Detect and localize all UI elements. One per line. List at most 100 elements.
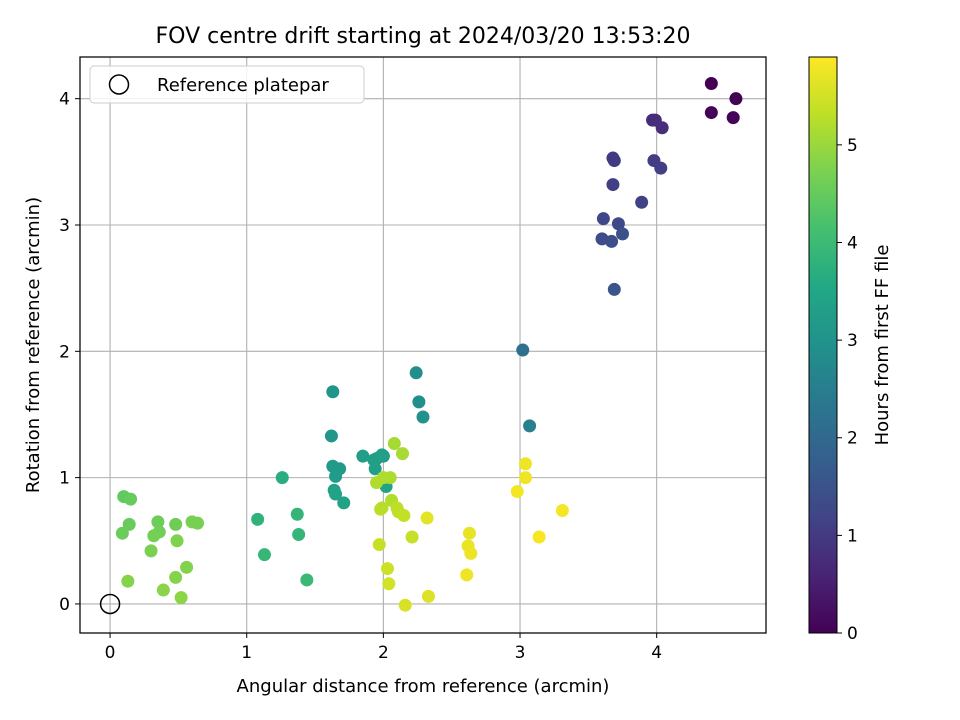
data-points [115, 77, 743, 612]
data-point [607, 282, 621, 296]
data-point [300, 573, 314, 587]
data-point [275, 471, 289, 485]
data-point [654, 161, 668, 175]
data-point [368, 462, 382, 476]
data-point [596, 212, 610, 226]
colorbar-ticks: 0 1 2 3 4 5 [837, 136, 858, 644]
data-point [329, 469, 343, 483]
colorbar-tick-label: 4 [847, 233, 858, 253]
data-point [396, 447, 410, 461]
data-point [523, 419, 537, 433]
data-point [409, 366, 423, 380]
data-point [518, 471, 532, 485]
y-axis-ticks: 0 1 2 3 4 [59, 90, 80, 615]
y-tick-label: 2 [59, 342, 70, 362]
data-point [462, 526, 476, 540]
data-point [616, 227, 630, 241]
colorbar-tick-label: 5 [847, 136, 858, 156]
data-point [380, 562, 394, 576]
x-axis-label: Angular distance from reference (arcmin) [237, 676, 610, 697]
data-point [169, 570, 183, 584]
data-point [532, 530, 546, 544]
data-point [251, 512, 265, 526]
data-point [326, 385, 340, 399]
data-point [397, 509, 411, 523]
data-point [464, 546, 478, 560]
data-point [292, 527, 306, 541]
x-tick-label: 3 [515, 643, 526, 663]
data-point [144, 544, 158, 558]
data-point [412, 395, 426, 409]
data-point [726, 111, 740, 125]
data-point [655, 121, 669, 135]
data-point [635, 195, 649, 209]
data-point [121, 574, 135, 588]
data-point [122, 517, 136, 531]
data-point [729, 92, 743, 106]
data-point [115, 526, 129, 540]
x-axis-ticks: 0 1 2 3 4 [105, 633, 662, 663]
y-tick-label: 4 [59, 90, 70, 110]
data-point [374, 502, 388, 516]
data-point [324, 429, 338, 443]
data-point [420, 511, 434, 525]
data-point [704, 106, 718, 120]
y-tick-label: 3 [59, 216, 70, 236]
reference-platepar-marker [99, 593, 121, 615]
x-tick-label: 4 [651, 643, 662, 663]
data-point [375, 448, 389, 462]
data-point [337, 496, 351, 510]
data-point [421, 589, 435, 603]
data-point [510, 485, 524, 499]
data-point [147, 529, 161, 543]
colorbar-label: Hours from first FF file [872, 245, 893, 446]
legend: Reference platepar [89, 65, 365, 104]
data-point [405, 530, 419, 544]
grid-lines [80, 57, 766, 633]
plot-frame [79, 56, 767, 634]
data-point [372, 538, 386, 552]
data-point [151, 515, 165, 529]
x-tick-label: 1 [241, 643, 252, 663]
data-point [611, 217, 625, 231]
y-axis-label: Rotation from reference (arcmin) [23, 197, 44, 493]
data-point [156, 583, 170, 597]
data-point [460, 568, 474, 582]
colorbar-tick-label: 3 [847, 331, 858, 351]
data-point [191, 516, 205, 530]
data-point [356, 449, 370, 463]
data-point [370, 476, 384, 490]
data-point [387, 437, 401, 451]
data-point [290, 507, 304, 521]
data-point [704, 77, 718, 91]
colorbar-tick-label: 2 [847, 429, 858, 449]
data-point [607, 154, 621, 168]
data-point [170, 534, 184, 548]
data-point [518, 457, 532, 471]
legend-marker-icon [108, 74, 130, 95]
data-point [516, 343, 530, 357]
colorbar-tick-label: 0 [847, 624, 858, 644]
data-point [606, 178, 620, 192]
data-point [605, 234, 619, 248]
data-point [382, 577, 396, 591]
colorbar [808, 56, 838, 634]
data-point [398, 598, 412, 612]
data-point [174, 591, 188, 605]
data-point [180, 560, 194, 574]
data-point [555, 503, 569, 517]
data-point [416, 410, 430, 424]
chart-title: FOV centre drift starting at 2024/03/20 … [156, 24, 691, 49]
y-tick-label: 1 [59, 469, 70, 489]
legend-entry-label: Reference platepar [157, 75, 329, 96]
legend-box [89, 65, 365, 104]
data-point [124, 492, 138, 506]
data-point [169, 517, 183, 531]
x-tick-label: 2 [378, 643, 389, 663]
y-tick-label: 0 [59, 595, 70, 615]
x-tick-label: 0 [105, 643, 116, 663]
data-point [329, 487, 343, 501]
colorbar-tick-label: 1 [847, 526, 858, 546]
data-point [257, 548, 271, 562]
